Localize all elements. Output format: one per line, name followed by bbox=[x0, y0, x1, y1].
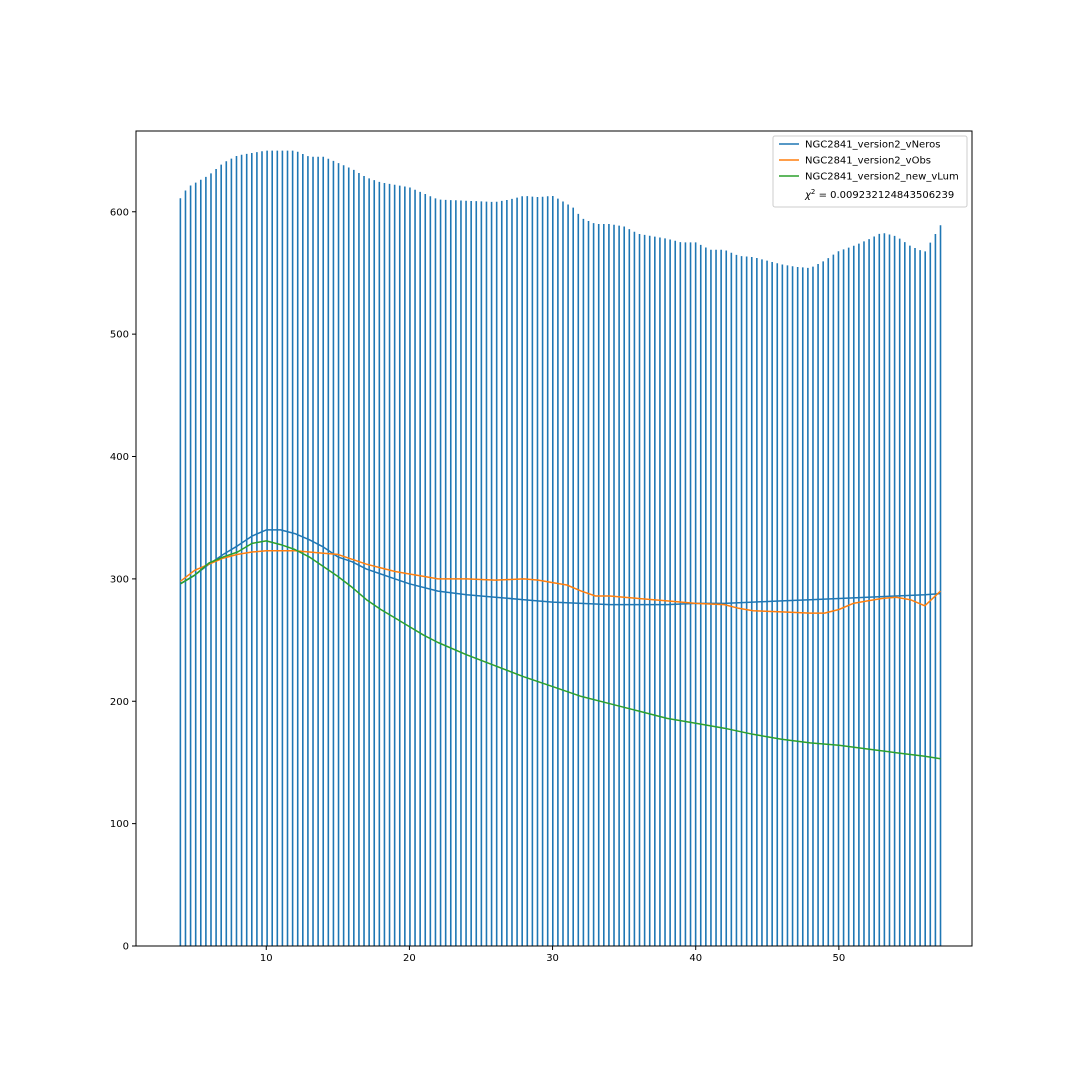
x-tick-label: 50 bbox=[833, 953, 846, 964]
x-tick-label: 20 bbox=[403, 953, 416, 964]
legend-box bbox=[772, 135, 968, 208]
series-line-1 bbox=[180, 529, 941, 606]
series-line-3 bbox=[180, 540, 941, 760]
y-tick-label: 200 bbox=[110, 697, 129, 708]
chi-value: = 0.009232124843506239 bbox=[815, 190, 954, 201]
legend-label: NGC2841_version2_vObs bbox=[805, 156, 931, 167]
y-tick-label: 100 bbox=[110, 819, 129, 830]
series-group bbox=[179, 529, 942, 760]
y-tick-label: 600 bbox=[110, 207, 129, 218]
legend-label: NGC2841_version2_vNeros bbox=[805, 140, 940, 151]
chi-symbol: χ bbox=[804, 190, 812, 201]
x-tick-label: 30 bbox=[546, 953, 559, 964]
series-line-2 bbox=[179, 549, 942, 614]
x-axis: 10 20 30 40 50 bbox=[260, 946, 845, 964]
y-tick-label: 0 bbox=[123, 942, 129, 953]
bar-group bbox=[179, 150, 942, 946]
y-axis: 0 100 200 300 400 500 600 bbox=[110, 207, 136, 953]
y-tick-label: 400 bbox=[110, 452, 129, 463]
chi-exponent: 2 bbox=[811, 188, 815, 196]
y-tick-label: 500 bbox=[110, 330, 129, 341]
y-tick-label: 300 bbox=[110, 574, 129, 585]
legend: NGC2841_version2_vNeros NGC2841_version2_… bbox=[772, 135, 968, 208]
legend-chi-square: χ2 = 0.009232124843506239 bbox=[804, 188, 954, 201]
plot-frame bbox=[135, 130, 973, 947]
legend-label: NGC2841_version2_new_vLum bbox=[805, 172, 959, 183]
x-tick-label: 40 bbox=[689, 953, 702, 964]
x-tick-label: 10 bbox=[260, 953, 273, 964]
